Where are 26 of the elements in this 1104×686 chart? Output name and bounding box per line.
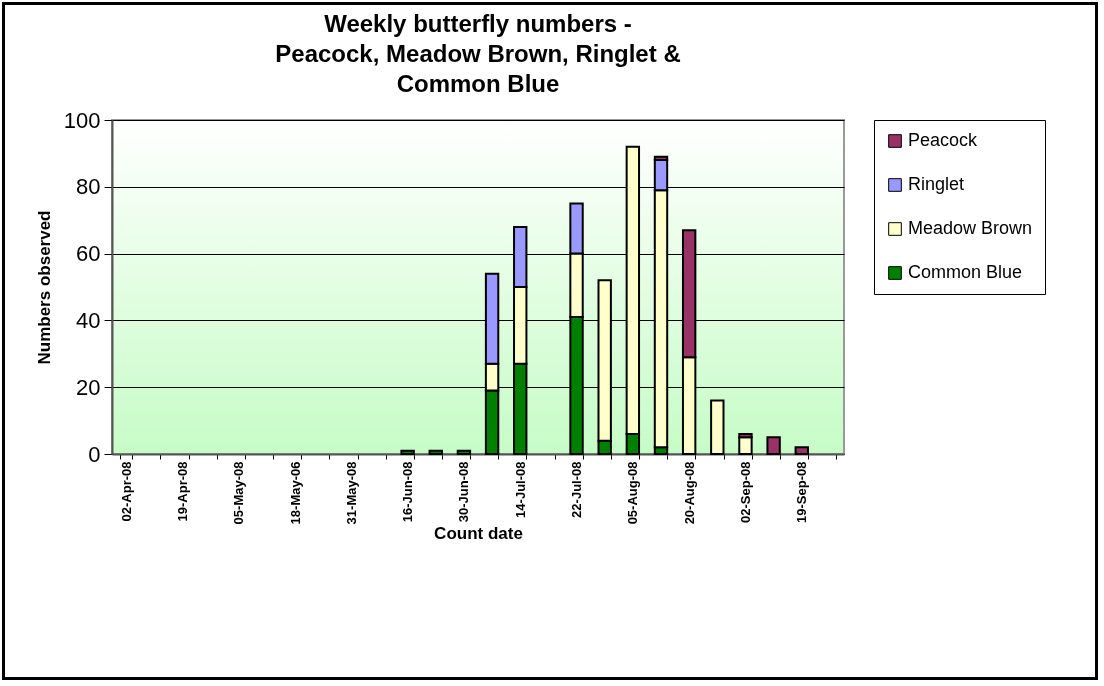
x-tick-label: 30-Jun-08 (456, 461, 472, 523)
x-tick-label: 31-May-08 (343, 461, 359, 525)
x-tick-label: 05-Aug-08 (625, 461, 641, 525)
x-tick-label: 20-Aug-08 (681, 461, 697, 525)
y-tick-label: 0 (88, 441, 101, 467)
x-tick-label: 02-Sep-08 (737, 461, 753, 523)
x-axis-title: Count date (434, 524, 523, 544)
legend-label: Meadow Brown (908, 218, 1033, 238)
legend-label: Peacock (908, 130, 979, 150)
legend-label: Ringlet (908, 174, 965, 194)
y-tick-label: 60 (76, 241, 101, 267)
x-tick-label: 14-Jul-08 (512, 461, 528, 518)
x-tick-label: 16-Jun-08 (400, 461, 416, 523)
legend-label: Common Blue (908, 262, 1023, 282)
y-tick-label: 40 (76, 307, 101, 333)
x-tick-label: 05-May-08 (231, 461, 247, 525)
x-tick-label: 18-May-06 (287, 461, 303, 525)
x-tick-label: 22-Jul-08 (569, 461, 585, 518)
x-tick-label: 19-Sep-08 (794, 461, 810, 523)
x-tick-label: 02-Apr-08 (118, 461, 134, 522)
x-tick-label: 19-Apr-08 (174, 461, 190, 522)
y-axis-title: Numbers observed (34, 210, 54, 365)
y-tick-label: 20 (76, 374, 101, 400)
chart-title: Weekly butterfly numbers - Peacock, Meadow Brown, Ringlet & Common Blue (275, 10, 681, 97)
y-tick-label: 100 (63, 107, 101, 133)
y-tick-label: 80 (76, 174, 101, 200)
